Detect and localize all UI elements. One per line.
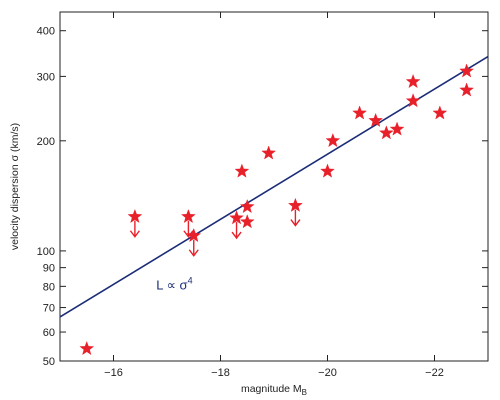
x-tick-label: −18: [211, 367, 230, 379]
star-point: [325, 133, 341, 148]
fit-line-group: [59, 55, 489, 318]
star-point: [405, 93, 421, 108]
star-point: [79, 341, 95, 356]
upper-limit-arrow-head: [183, 230, 194, 238]
star-point: [368, 112, 384, 127]
axis-ticks: −16 −18 −20 −22 50 60 70 80 90 100 200 300 400: [37, 12, 488, 379]
y-tick-label: 400: [37, 26, 55, 38]
y-tick-label: 70: [43, 303, 55, 315]
star-point: [320, 163, 335, 178]
upper-limit-arrow-head: [290, 219, 301, 227]
upper-limit-arrow-head: [129, 230, 140, 238]
y-tick-label: 50: [43, 356, 55, 368]
star-point: [378, 125, 394, 140]
relation-annotation: L ∝ σ4: [156, 275, 192, 292]
upper-limit-arrow-head: [231, 231, 242, 240]
star-point: [127, 208, 143, 224]
star-point: [229, 210, 244, 225]
y-tick-label: 60: [43, 327, 55, 339]
star-point: [239, 214, 255, 229]
axis-labels: magnitude MB velocity dispersion σ (km/s…: [9, 123, 307, 397]
relation-annotation-superscript: 4: [188, 275, 193, 285]
data-points: [79, 63, 474, 356]
fit-line: [59, 55, 489, 318]
y-tick-label: 300: [37, 71, 55, 83]
x-axis-label-text: magnitude M: [241, 383, 302, 395]
star-point: [181, 208, 196, 224]
star-point: [352, 105, 367, 120]
x-tick-label: −22: [425, 367, 444, 379]
x-tick-label: −16: [104, 367, 123, 379]
y-tick-label: 100: [37, 246, 55, 258]
star-point: [459, 63, 474, 78]
star-point: [405, 74, 421, 89]
y-tick-label: 80: [43, 281, 55, 293]
relation-annotation-text: L ∝ σ: [156, 277, 187, 292]
x-axis-label-subscript: B: [302, 388, 307, 397]
y-tick-label: 90: [43, 263, 55, 275]
star-point: [186, 227, 202, 243]
x-axis-label: magnitude MB: [241, 383, 307, 397]
star-point: [261, 145, 277, 160]
x-tick-label: −20: [318, 367, 337, 379]
upper-limit-arrow-head: [188, 249, 199, 257]
plot-frame: [59, 11, 489, 362]
star-point: [288, 197, 303, 212]
star-point: [234, 163, 250, 178]
star-point: [239, 199, 255, 214]
y-tick-label: 200: [37, 136, 55, 148]
star-point: [389, 121, 405, 136]
star-point: [459, 82, 474, 97]
star-point: [432, 105, 448, 120]
y-axis-label: velocity dispersion σ (km/s): [9, 123, 21, 250]
